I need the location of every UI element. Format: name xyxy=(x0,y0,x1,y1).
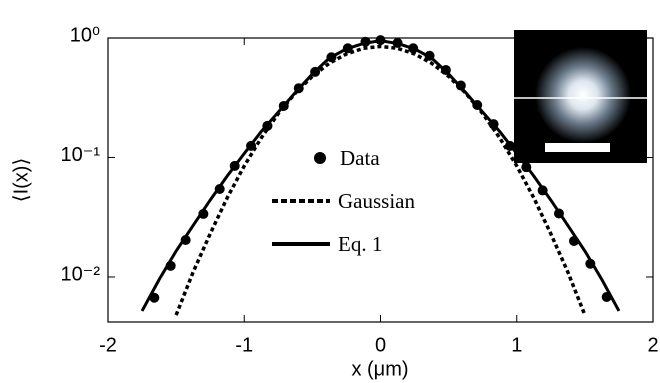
page: {"chart_data": { "type": "line", "x_labe… xyxy=(0,0,660,383)
x-tick-label: -2 xyxy=(99,334,117,356)
x-tick-label: 1 xyxy=(511,334,522,356)
y-tick-label: 10⁻² xyxy=(61,263,101,285)
x-tick-label: -1 xyxy=(235,334,253,356)
chart: x (μm) ⟨I(x)⟩ -2 -1 0 1 2 10⁻² 10⁻¹ 10⁰ Data Gaus… xyxy=(0,0,660,383)
y-tick-label: 10⁰ xyxy=(70,24,100,46)
x-tick-label: 0 xyxy=(375,334,386,356)
y-tick-label: 10⁻¹ xyxy=(61,144,101,166)
inset-image xyxy=(514,30,647,163)
x-tick-label: 2 xyxy=(647,334,658,356)
x-axis-label: x (μm) xyxy=(351,358,408,380)
legend-label: Gaussian xyxy=(338,189,415,213)
y-axis-label: ⟨I(x)⟩ xyxy=(10,158,32,202)
legend-label: Eq. 1 xyxy=(338,232,382,256)
legend-marker xyxy=(314,152,326,164)
inset-scale-bar xyxy=(545,143,610,152)
inset-spot xyxy=(535,47,631,143)
legend-label: Data xyxy=(340,146,380,170)
